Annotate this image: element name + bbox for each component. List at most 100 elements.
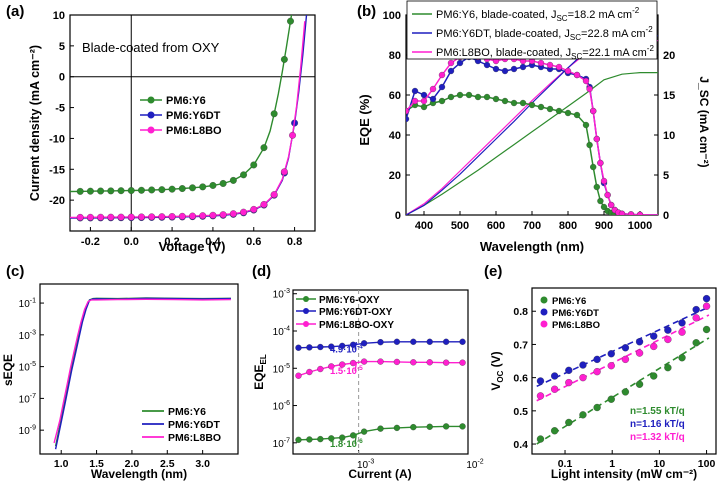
y-tick-label: 100 (383, 10, 401, 22)
x-tick-label: 800 (559, 220, 577, 232)
eqe-point-l8bo (600, 177, 608, 185)
point-l8bo (270, 191, 278, 199)
point-l8bo (97, 213, 105, 221)
y-tick-label: 0.5 (513, 406, 528, 418)
point-y6 (287, 17, 294, 25)
panel-e-ylabel: VOC (V) (489, 351, 505, 390)
point-y6 (168, 185, 176, 193)
legend-c-y6dt: PM6:Y6DT (168, 419, 221, 431)
voc-point-y6 (664, 364, 672, 372)
eqe-point-y6 (519, 99, 527, 107)
voc-point-l8bo (692, 314, 700, 322)
voc-point-l8bo (664, 335, 672, 344)
eqe-point-l8bo (438, 71, 446, 79)
y-tick-label: -20 (49, 195, 65, 207)
eqe-point-l8bo (597, 159, 604, 167)
x-tick-label: 0.8 (287, 236, 302, 248)
annotation-arrow-l8bo (354, 362, 358, 372)
legend-d-y6: PM6:Y6-OXY (319, 295, 380, 306)
y-tick-label: 10-6 (273, 400, 290, 413)
eqe-point-y6 (447, 93, 455, 101)
point-l8bo (127, 213, 135, 221)
seqe-line-y6dt (54, 297, 231, 450)
y-tick-label: 10-7 (273, 437, 290, 450)
voc-point-y6 (565, 418, 573, 427)
y-right-tick-label: 20 (663, 50, 675, 62)
voc-point-y6 (550, 427, 559, 435)
eqe-el-point-l8bo (393, 358, 401, 366)
legend-b-y6dt: PM6:Y6DT, blade-coated, JSC=22.8 mA cm-2 (436, 25, 653, 42)
y-tick-label: 40 (389, 130, 401, 142)
eqe-el-point-y6 (377, 425, 384, 432)
voc-point-l8bo (650, 342, 658, 351)
eqe-el-point-l8bo (459, 359, 466, 366)
point-l8bo (138, 213, 145, 221)
voc-point-l8bo (536, 392, 545, 400)
fit-label-l8bo: n=1.32 kT/q (630, 432, 685, 443)
eqe-point-y6dt (492, 65, 500, 73)
eqe-point-l8bo (608, 201, 615, 209)
eqe-point-y6 (528, 101, 536, 109)
panel-b-ylabel-right: J_SC (mA cm⁻²) (697, 76, 711, 167)
x-tick-label: 600 (487, 220, 505, 232)
point-l8bo (260, 201, 268, 208)
panel-c-xlabel: Wavelength (nm) (91, 467, 187, 481)
x-tick-label: 2.0 (125, 458, 140, 470)
x-tick-label: 3.0 (195, 458, 210, 470)
voc-point-y6dt (702, 294, 711, 303)
eqe-point-y6 (582, 121, 590, 129)
point-y6 (209, 182, 217, 189)
eqe-el-point-y6dt (393, 338, 401, 345)
point-y6 (107, 187, 115, 195)
eqe-el-point-y6dt (317, 343, 324, 351)
y-tick-label: 0.7 (513, 339, 528, 351)
eqe-point-y6dt (510, 65, 518, 73)
eqe-point-l8bo (582, 77, 590, 85)
eqe-el-point-y6 (317, 435, 324, 443)
eqe-el-point-y6 (442, 423, 450, 430)
y-tick-label: 10 (53, 10, 65, 22)
y-tick-label: 10-5 (19, 361, 36, 374)
legend-c-l8bo: PM6:L8BO (168, 432, 221, 444)
voc-point-y6 (579, 411, 587, 419)
voc-point-y6dt (678, 319, 686, 327)
eqe-point-y6 (546, 105, 554, 113)
eqe-el-point-l8bo (295, 372, 302, 379)
eqe-el-point-y6 (410, 424, 417, 431)
panel-a-annotation: Blade-coated from OXY (82, 40, 220, 55)
eqe-el-point-y6 (360, 428, 368, 435)
eqe-point-l8bo (429, 85, 437, 93)
voc-point-y6 (692, 339, 700, 347)
y-tick-label: -10 (49, 133, 65, 145)
eqe-point-y6dt (519, 63, 527, 71)
voc-point-l8bo (678, 328, 686, 336)
x-tick-label: 700 (523, 220, 541, 232)
eqe-el-point-y6dt (360, 340, 368, 347)
eqe-point-y6 (564, 109, 572, 117)
voc-point-y6 (635, 380, 644, 388)
panel-a-xlabel: Voltage (V) (159, 239, 226, 254)
voc-point-y6 (593, 403, 601, 412)
eqe-point-l8bo (546, 61, 554, 69)
eqe-point-l8bo (555, 63, 563, 71)
eqe-el-point-l8bo (360, 358, 368, 365)
eqe-point-l8bo (586, 85, 593, 93)
panel-a-label: (a) (6, 3, 24, 20)
eqe-point-l8bo (411, 97, 419, 105)
x-tick-label: 500 (451, 220, 469, 232)
eqe-el-point-y6dt (328, 343, 335, 350)
voc-point-y6dt (550, 372, 559, 380)
eqe-el-point-y6 (459, 423, 466, 430)
x-tick-label: 0.1 (558, 458, 573, 470)
point-y6 (138, 186, 145, 194)
eqe-point-y6dt (411, 87, 419, 95)
y-tick-label: 0 (395, 210, 401, 222)
eqe-el-point-y6dt (442, 338, 450, 345)
eqe-el-point-l8bo (339, 361, 346, 368)
x-tick-label: 100 (698, 458, 716, 470)
eqe-el-point-l8bo (317, 365, 324, 373)
eqe-point-l8bo (604, 191, 611, 199)
point-y6 (76, 187, 84, 195)
point-y6 (219, 180, 227, 187)
x-tick-label: 10-2 (466, 459, 483, 472)
